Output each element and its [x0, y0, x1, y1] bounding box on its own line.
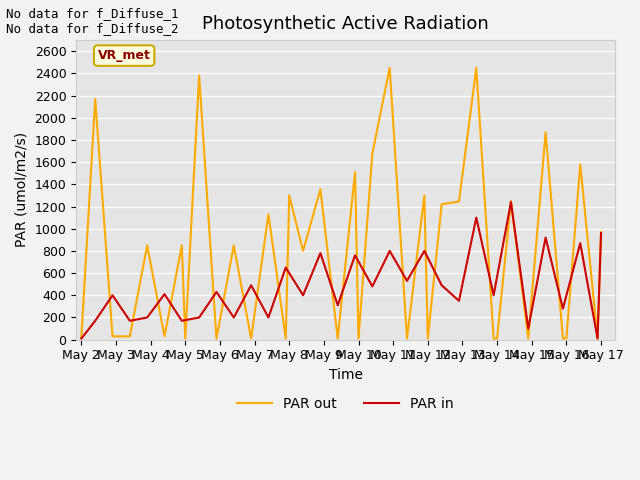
PAR out [109, 334, 116, 339]
PAR out [282, 336, 289, 341]
PAR in [282, 264, 289, 270]
PAR in [212, 289, 220, 295]
PAR out [563, 336, 570, 341]
PAR out [369, 150, 376, 156]
PAR in [577, 240, 584, 246]
PAR out [472, 65, 480, 71]
PAR out [490, 336, 497, 341]
PAR in [541, 235, 549, 240]
Line: PAR out: PAR out [81, 68, 601, 338]
PAR out [285, 192, 293, 198]
PAR in [178, 318, 186, 324]
PAR out [541, 129, 549, 135]
PAR in [109, 292, 116, 298]
PAR in [143, 314, 151, 320]
PAR out [403, 336, 411, 341]
PAR out [594, 336, 602, 341]
PAR in [438, 282, 445, 288]
PAR out [247, 336, 255, 341]
PAR in [594, 336, 602, 341]
PAR in [161, 291, 168, 297]
PAR in [455, 298, 463, 304]
PAR in [264, 314, 272, 320]
PAR out [507, 198, 515, 204]
PAR in [317, 250, 324, 256]
PAR out [524, 336, 532, 341]
Text: No data for f_Diffuse_1: No data for f_Diffuse_1 [6, 7, 179, 20]
PAR in [420, 248, 428, 254]
PAR in [300, 292, 307, 298]
PAR in [597, 230, 605, 236]
Y-axis label: PAR (umol/m2/s): PAR (umol/m2/s) [15, 132, 29, 248]
PAR in [351, 252, 359, 258]
PAR in [490, 292, 497, 298]
PAR out [178, 242, 186, 248]
PAR out [438, 202, 445, 207]
PAR in [507, 199, 515, 205]
PAR out [597, 229, 605, 235]
PAR in [334, 302, 342, 308]
PAR out [230, 242, 237, 248]
PAR in [524, 326, 532, 332]
PAR in [195, 314, 203, 320]
PAR in [77, 336, 85, 341]
PAR out [195, 73, 203, 79]
PAR out [577, 161, 584, 167]
PAR in [403, 278, 411, 284]
PAR out [424, 336, 431, 341]
PAR out [317, 186, 324, 192]
PAR in [559, 306, 567, 312]
PAR out [300, 248, 307, 254]
PAR out [126, 334, 134, 339]
PAR out [455, 199, 463, 204]
PAR out [161, 334, 168, 339]
X-axis label: Time: Time [328, 368, 362, 382]
PAR out [212, 336, 220, 341]
PAR out [420, 192, 428, 198]
PAR out [143, 242, 151, 248]
PAR out [264, 211, 272, 217]
PAR in [472, 215, 480, 220]
PAR out [334, 336, 342, 341]
PAR in [247, 282, 255, 288]
PAR out [493, 336, 501, 341]
Legend: PAR out, PAR in: PAR out, PAR in [232, 392, 460, 417]
PAR out [355, 336, 362, 341]
PAR out [559, 336, 567, 341]
PAR out [77, 335, 85, 340]
Title: Photosynthetic Active Radiation: Photosynthetic Active Radiation [202, 15, 489, 33]
PAR in [230, 314, 237, 320]
PAR in [386, 248, 394, 254]
Line: PAR in: PAR in [81, 202, 601, 338]
PAR in [92, 318, 99, 324]
PAR in [369, 284, 376, 289]
PAR out [386, 65, 394, 71]
PAR out [182, 336, 189, 341]
PAR out [351, 169, 359, 175]
PAR in [126, 318, 134, 324]
PAR out [92, 96, 99, 102]
Text: No data for f_Diffuse_2: No data for f_Diffuse_2 [6, 22, 179, 35]
Text: VR_met: VR_met [98, 49, 150, 62]
